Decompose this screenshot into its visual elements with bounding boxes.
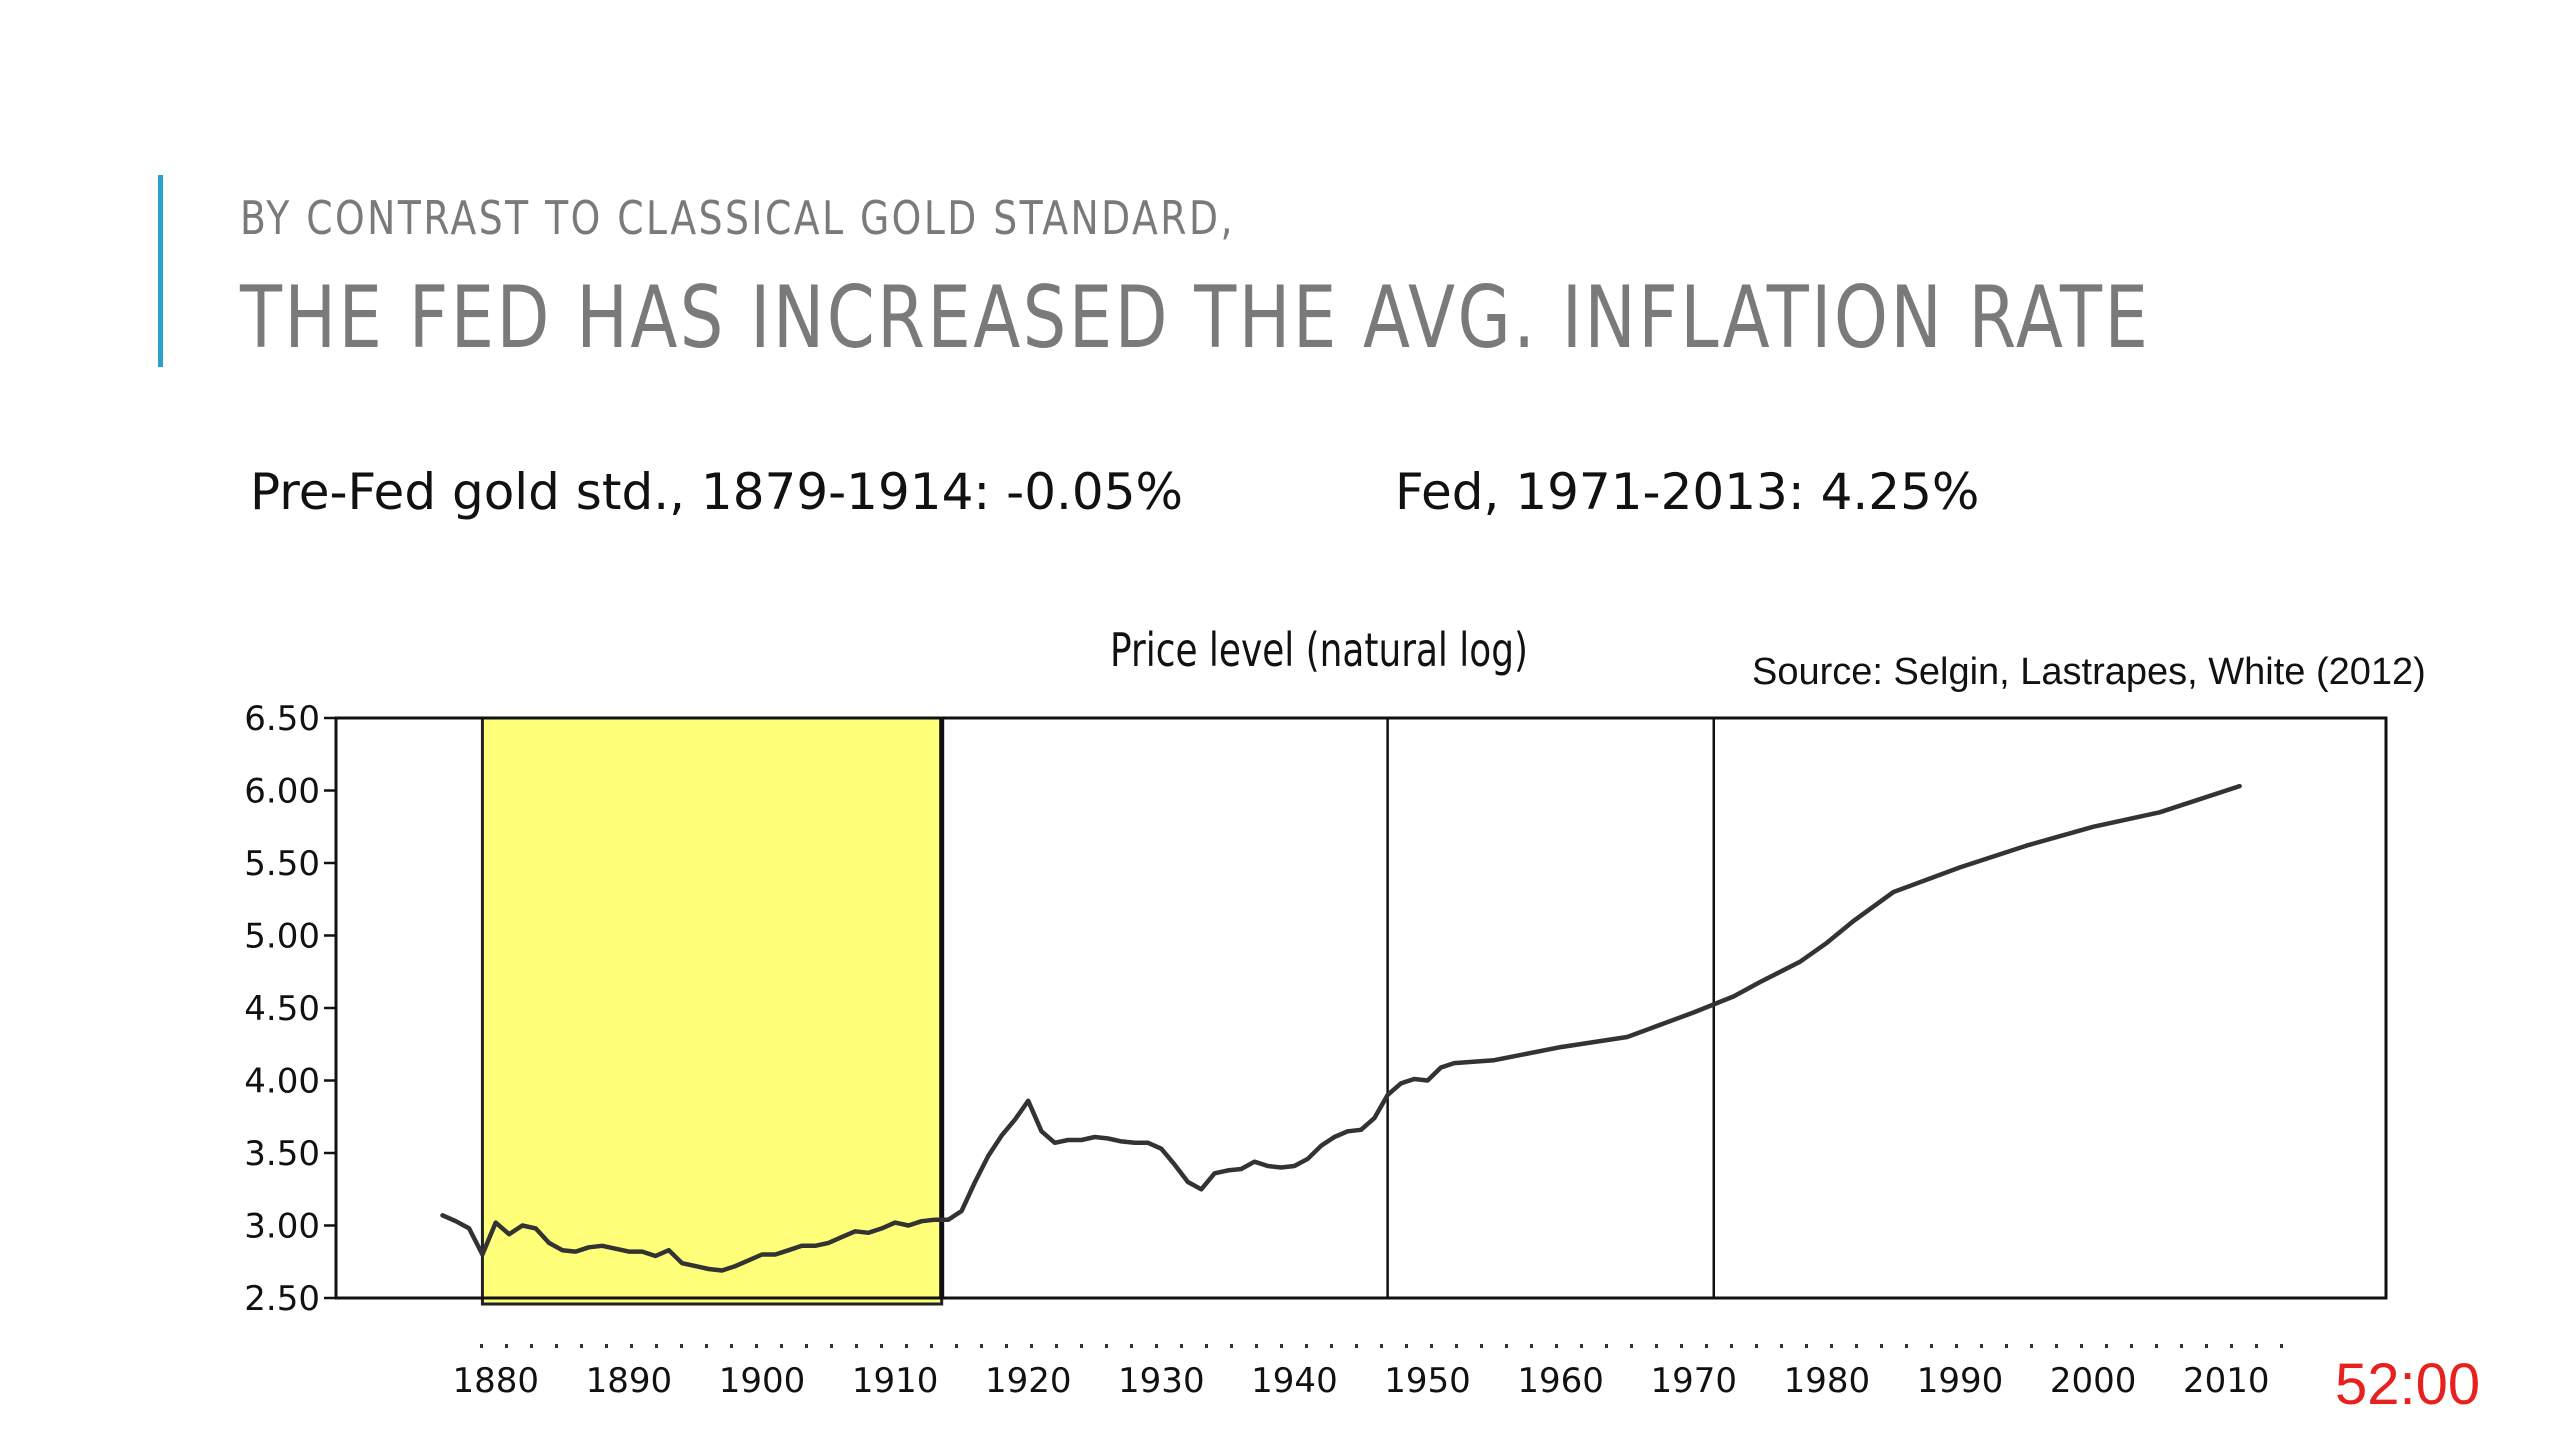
slide-title-block: BY CONTRAST TO CLASSICAL GOLD STANDARD, … xyxy=(240,188,2440,368)
x-tick-label: 1910 xyxy=(852,1361,939,1401)
x-tick-label: 1960 xyxy=(1517,1361,1604,1401)
x-tick-label: 1980 xyxy=(1784,1361,1871,1401)
x-tick-label: 1920 xyxy=(985,1361,1072,1401)
x-tick-label: 1890 xyxy=(586,1361,673,1401)
y-tick-label: 5.50 xyxy=(244,844,320,884)
slide-subtitle: BY CONTRAST TO CLASSICAL GOLD STANDARD, xyxy=(240,191,1235,245)
x-tick-label: 2000 xyxy=(2050,1361,2137,1401)
y-tick-label: 2.50 xyxy=(244,1279,320,1319)
stat-pre-fed: Pre-Fed gold std., 1879-1914: -0.05% xyxy=(250,463,1184,521)
chart-source: Source: Selgin, Lastrapes, White (2012) xyxy=(1752,651,2426,693)
price-level-series-line xyxy=(440,783,2242,1273)
y-tick-label: 4.50 xyxy=(244,989,320,1029)
y-tick-label: 5.00 xyxy=(244,917,320,957)
stat-fed: Fed, 1971-2013: 4.25% xyxy=(1395,463,1980,521)
x-tick-label: 1940 xyxy=(1251,1361,1338,1401)
x-tick-label: 1970 xyxy=(1651,1361,1738,1401)
y-tick-label: 3.50 xyxy=(244,1134,320,1174)
title-accent-bar xyxy=(158,175,163,367)
x-tick-label: 1950 xyxy=(1384,1361,1471,1401)
y-tick-label: 6.00 xyxy=(244,772,320,812)
plot-frame xyxy=(334,716,2388,1300)
x-tick-label: 1990 xyxy=(1917,1361,2004,1401)
gold-standard-highlight xyxy=(480,716,944,1306)
y-tick-label: 3.00 xyxy=(244,1207,320,1247)
x-tick-label: 1900 xyxy=(719,1361,806,1401)
x-tick-label: 2010 xyxy=(2183,1361,2270,1401)
chart-title: Price level (natural log) xyxy=(1110,623,1529,677)
timer-label: 52:00 xyxy=(2335,1352,2481,1417)
y-tick-label: 4.00 xyxy=(244,1062,320,1102)
x-tick-label: 1930 xyxy=(1118,1361,1205,1401)
slide-title: THE FED HAS INCREASED THE AVG. INFLATION… xyxy=(240,268,2151,368)
x-tick-label: 1880 xyxy=(452,1361,539,1401)
y-tick-label: 6.50 xyxy=(244,699,320,739)
